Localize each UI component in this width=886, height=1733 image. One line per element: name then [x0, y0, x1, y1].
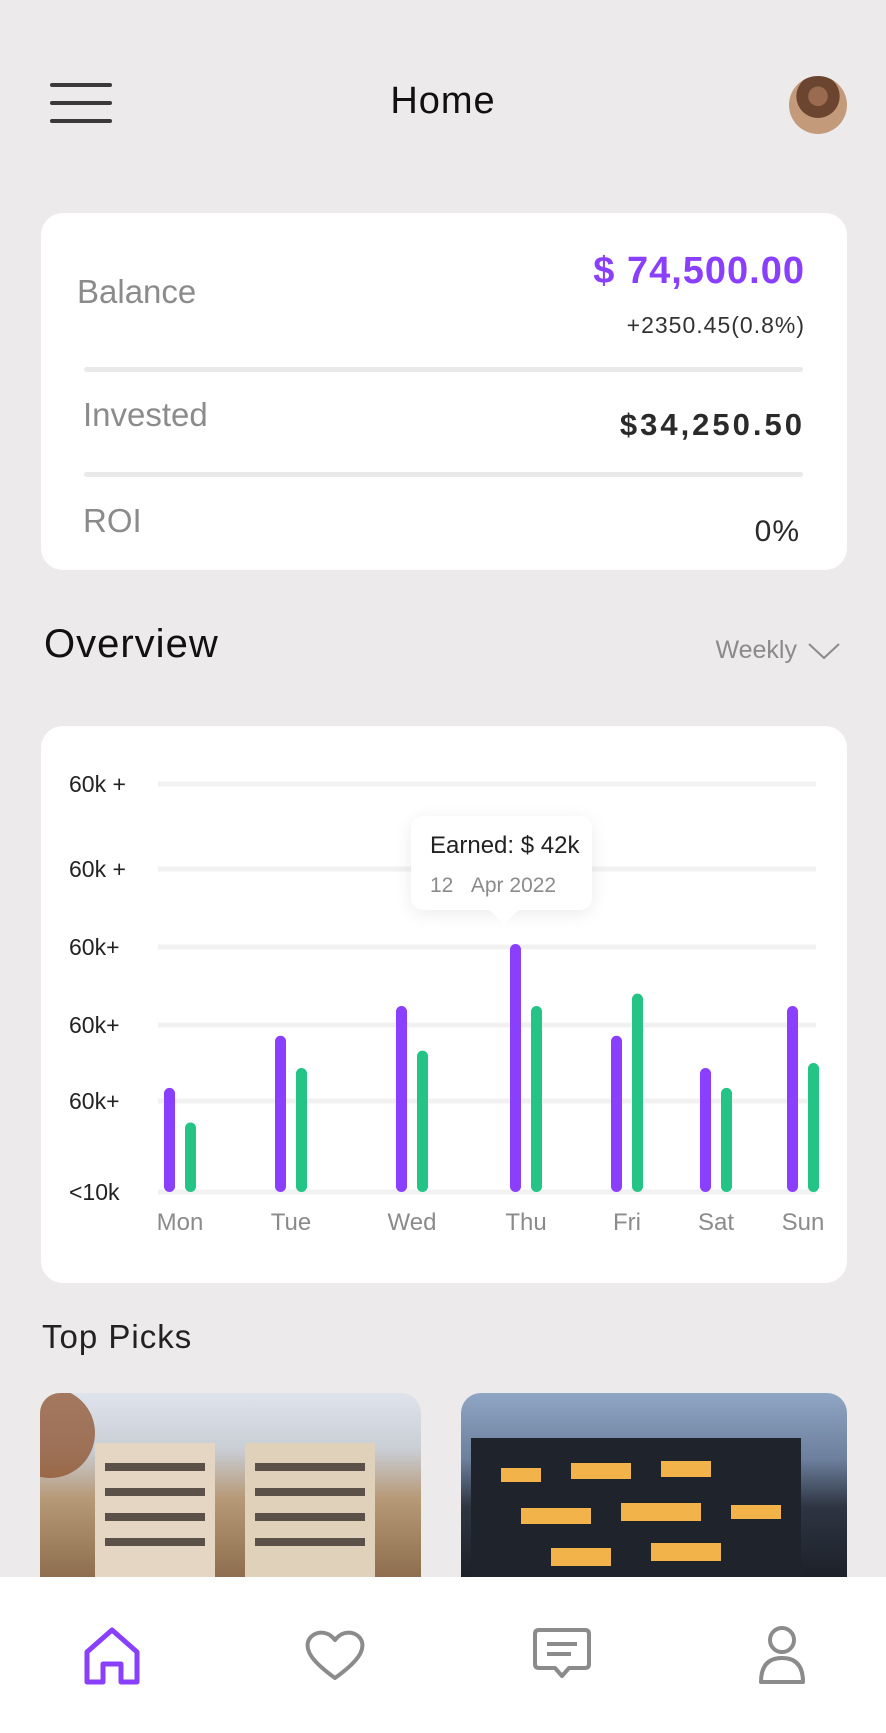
menu-bar [50, 83, 112, 87]
tooltip-day: 12 [430, 874, 454, 897]
chart-bar[interactable] [611, 1035, 622, 1192]
x-tick-label: Mon [157, 1209, 204, 1236]
chart-bar[interactable] [396, 1006, 407, 1192]
x-tick-label: Sun [782, 1209, 825, 1236]
y-tick-label: 60k + [69, 771, 126, 797]
nav-messages[interactable] [527, 1620, 597, 1690]
chart-bar[interactable] [632, 993, 643, 1192]
balance-change-percent: (0.8%) [731, 312, 805, 338]
heart-icon [305, 1630, 365, 1680]
chart-bar[interactable] [185, 1122, 196, 1192]
invested-value: $34,250.50 [619, 407, 805, 442]
divider [84, 472, 803, 477]
y-tick-label: 60k + [69, 856, 126, 882]
chart-bar[interactable] [275, 1035, 286, 1192]
balance-value: $ 74,500.00 [593, 250, 805, 292]
tooltip-date: 12 Apr 2022 [430, 874, 556, 898]
page-title: Home [390, 80, 496, 122]
menu-bar [50, 101, 112, 105]
chart-bar[interactable] [531, 1006, 542, 1192]
divider [84, 367, 803, 372]
avatar[interactable] [789, 76, 847, 134]
menu-button[interactable] [50, 80, 112, 126]
x-tick-label: Sat [698, 1209, 734, 1236]
property-card-2[interactable] [461, 1393, 847, 1583]
chat-icon [533, 1628, 591, 1678]
x-tick-label: Thu [505, 1209, 546, 1236]
y-tick-label: 60k+ [69, 1012, 120, 1038]
tooltip-month-year: Apr 2022 [470, 874, 557, 897]
chart-bar[interactable] [164, 1087, 175, 1192]
profile-icon [759, 1626, 805, 1684]
chart-svg: 60k + 60k + 60k+ 60k+ 60k+ <10k Mon Tue Wed Thu Fr… [69, 771, 825, 1236]
chevron-down-icon [808, 642, 840, 659]
building-image [471, 1438, 801, 1583]
chart-bar[interactable] [417, 1050, 428, 1192]
nav-favorites[interactable] [300, 1620, 370, 1690]
top-picks-title: Top Picks [42, 1318, 193, 1355]
overview-title: Overview [44, 622, 219, 666]
period-label: Weekly [715, 636, 797, 664]
building-image [40, 1393, 375, 1583]
roi-label: ROI [83, 502, 142, 539]
balance-change-amount: +2350.45 [626, 312, 732, 338]
balance-card [41, 213, 847, 570]
nav-home[interactable] [77, 1620, 147, 1690]
chart-bar[interactable] [808, 1063, 819, 1192]
x-tick-label: Tue [271, 1209, 311, 1236]
x-tick-label: Fri [613, 1209, 641, 1236]
nav-profile[interactable] [747, 1620, 817, 1690]
bottom-nav [0, 1577, 886, 1733]
roi-value: 0% [754, 515, 800, 548]
menu-bar [50, 119, 112, 123]
chart-bar[interactable] [721, 1087, 732, 1192]
balance-label: Balance [77, 273, 197, 310]
chart-bar[interactable] [510, 944, 521, 1192]
y-tick-label: 60k+ [69, 934, 120, 960]
y-tick-label: 60k+ [69, 1088, 120, 1114]
balance-change: +2350.45(0.8%) [627, 312, 805, 339]
chart-bar[interactable] [296, 1068, 307, 1192]
chart-bar[interactable] [787, 1006, 798, 1192]
period-dropdown[interactable]: Weekly [715, 636, 841, 665]
x-tick-label: Wed [388, 1209, 437, 1236]
chart-tooltip: Earned: $ 42k 12 Apr 2022 [411, 816, 592, 910]
home-icon [84, 1627, 140, 1685]
property-card-1[interactable] [40, 1393, 421, 1583]
overview-chart: 60k + 60k + 60k+ 60k+ 60k+ <10k Mon Tue Wed Thu Fr… [41, 726, 847, 1283]
invested-label: Invested [83, 396, 208, 433]
chart-bar[interactable] [700, 1068, 711, 1192]
y-tick-label: <10k [69, 1179, 120, 1205]
tooltip-title: Earned: $ 42k [430, 832, 580, 859]
